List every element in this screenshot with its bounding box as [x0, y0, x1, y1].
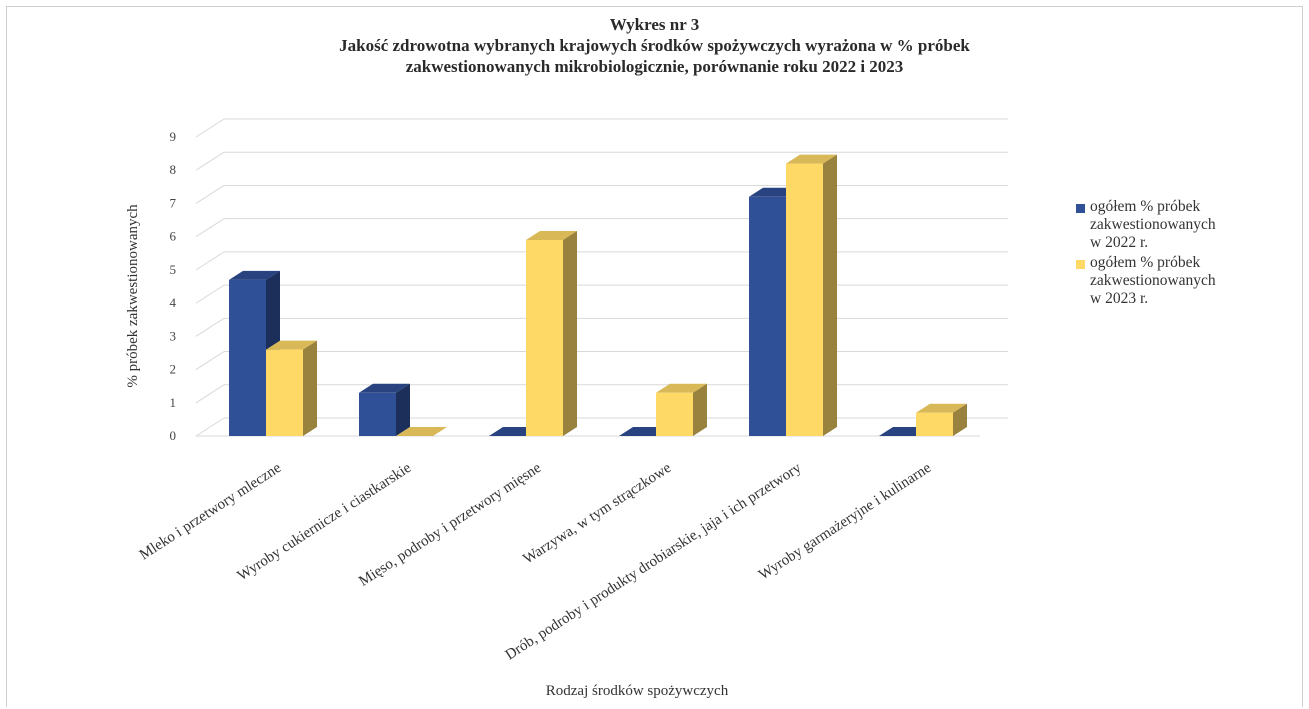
legend: ogółem % próbek zakwestionowanych w 2022… — [1074, 198, 1274, 310]
legend-label-2023-line-2: zakwestionowanych — [1090, 272, 1216, 289]
legend-label-2023-line-3: w 2023 r. — [1090, 290, 1149, 307]
legend-item-2023: ogółem % próbek zakwestionowanych w 2023… — [1074, 254, 1274, 308]
legend-label-2022-line-2: zakwestionowanych — [1090, 216, 1216, 233]
y-tick-label: 7 — [170, 195, 177, 210]
bar-4-series-1 — [786, 154, 837, 437]
gridline-side — [195, 151, 225, 171]
x-axis-label: Rodzaj środków spożywczych — [546, 683, 729, 699]
x-tick-label: Warzywa, w tym strączkowe — [520, 460, 674, 568]
bar-1-series-1 — [396, 427, 447, 436]
x-tick-label: Mleko i przetwory mleczne — [137, 460, 285, 564]
legend-swatch-2022 — [1076, 204, 1085, 213]
legend-label-2022-line-1: ogółem % próbek — [1090, 198, 1201, 215]
x-tick-label: Drób, podroby i produkty drobiarskie, ja… — [503, 460, 805, 664]
gridline-side — [195, 218, 225, 238]
gridline-side — [195, 251, 225, 271]
bar-5-series-1 — [916, 403, 967, 436]
chart-title-line-1: Wykres nr 3 — [609, 15, 700, 34]
gridline-side — [195, 185, 225, 204]
gridline-side — [195, 351, 225, 370]
y-tick-label: 5 — [170, 262, 177, 277]
chart-title-line-2: Jakość zdrowotna wybranych krajowych śro… — [339, 36, 970, 55]
bar-1-series-0 — [359, 383, 410, 436]
y-tick-label: 2 — [170, 362, 177, 377]
gridline-side — [195, 417, 225, 437]
legend-label-2023-line-1: ogółem % próbek — [1090, 254, 1201, 271]
y-axis-label: % próbek zakwestionowanych — [125, 204, 141, 388]
legend-label-2022-line-3: w 2022 r. — [1090, 234, 1149, 251]
y-tick-label: 9 — [170, 129, 177, 144]
gridline-side — [195, 284, 225, 304]
legend-item-2022: ogółem % próbek zakwestionowanych w 2022… — [1074, 198, 1274, 252]
y-tick-label: 8 — [170, 162, 177, 177]
y-tick-label: 6 — [170, 229, 177, 244]
y-tick-label: 1 — [170, 395, 177, 410]
bar-3-series-1 — [656, 383, 707, 436]
chart-frame — [6, 6, 1303, 707]
legend-swatch-2023 — [1076, 260, 1085, 269]
y-tick-label: 4 — [170, 295, 177, 310]
chart-title: Wykres nr 3 Jakość zdrowotna wybranych k… — [0, 14, 1309, 77]
gridline-side — [195, 118, 225, 138]
bar-2-series-1 — [526, 230, 577, 436]
chart-title-line-3: zakwestionowanych mikrobiologicznie, por… — [405, 57, 904, 76]
bar-0-series-1 — [266, 340, 317, 436]
gridline-side — [195, 384, 225, 404]
y-tick-label: 0 — [170, 428, 177, 443]
y-tick-label: 3 — [170, 328, 177, 343]
gridline-side — [195, 317, 225, 337]
